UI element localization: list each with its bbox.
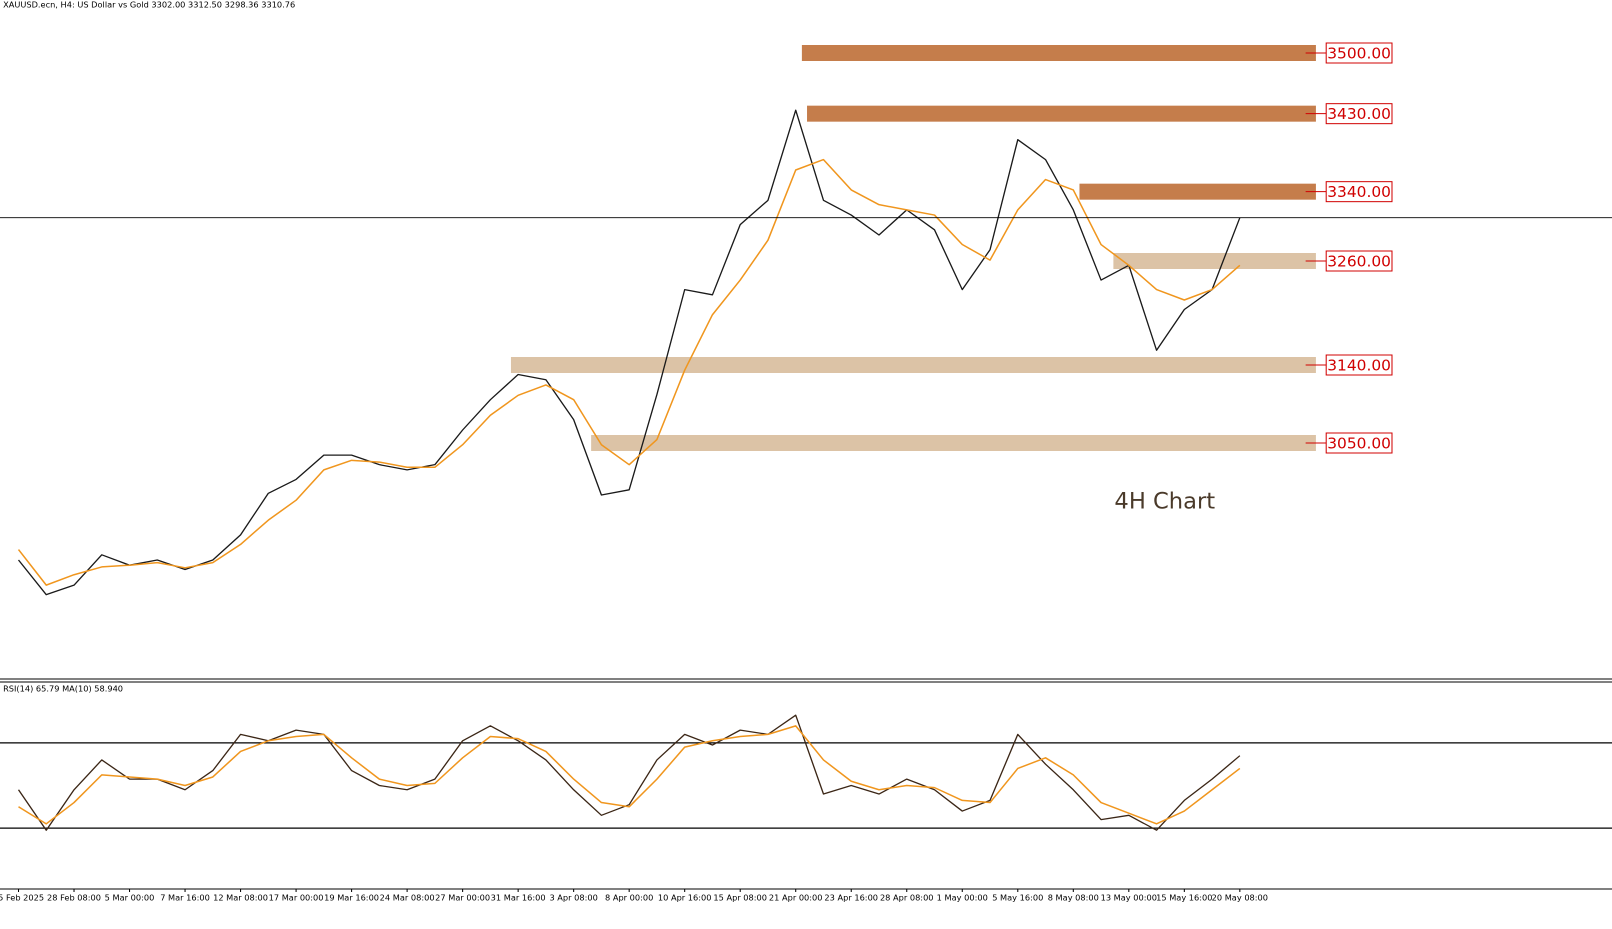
x-tick-label: 8 May 08:00 bbox=[1048, 893, 1099, 903]
x-tick-label: 24 Mar 08:00 bbox=[380, 893, 435, 903]
x-tick-label: 1 May 00:00 bbox=[937, 893, 988, 903]
x-tick-label: 20 May 08:00 bbox=[1212, 893, 1268, 903]
x-tick-label: 3 Apr 08:00 bbox=[549, 893, 597, 903]
level-zone bbox=[591, 435, 1316, 451]
x-tick-label: 7 Mar 16:00 bbox=[160, 893, 210, 903]
level-label-box bbox=[1325, 250, 1393, 272]
chart-title: XAUUSD.ecn, H4: US Dollar vs Gold 3302.0… bbox=[3, 0, 295, 9]
level-label: 3500.00 bbox=[1327, 45, 1391, 63]
level-label-box bbox=[1325, 181, 1393, 203]
x-tick-label: 31 Mar 16:00 bbox=[491, 893, 546, 903]
level-zone bbox=[801, 45, 1316, 61]
x-tick-label: 28 Apr 08:00 bbox=[880, 893, 934, 903]
x-tick-label: 23 Apr 16:00 bbox=[824, 893, 878, 903]
series-line bbox=[17, 714, 1241, 831]
x-tick-label: 25 Feb 2025 bbox=[0, 893, 44, 903]
x-tick-label: 5 Mar 00:00 bbox=[105, 893, 155, 903]
level-label: 3430.00 bbox=[1327, 105, 1391, 123]
series-line bbox=[18, 725, 1241, 825]
x-tick-label: 10 Apr 16:00 bbox=[658, 893, 712, 903]
x-tick-label: 8 Apr 00:00 bbox=[605, 893, 653, 903]
level-zone bbox=[510, 357, 1316, 373]
level-label: 3260.00 bbox=[1327, 253, 1391, 271]
series-line bbox=[17, 109, 1241, 596]
indicator-title: RSI(14) 65.79 MA(10) 58.940 bbox=[3, 684, 123, 694]
level-label-box bbox=[1325, 432, 1393, 454]
x-tick-label: 15 Apr 08:00 bbox=[713, 893, 767, 903]
x-tick-label: 17 Mar 00:00 bbox=[269, 893, 324, 903]
series-line bbox=[17, 158, 1241, 586]
level-label: 3050.00 bbox=[1327, 435, 1391, 453]
x-tick-label: 5 May 16:00 bbox=[992, 893, 1043, 903]
x-tick-label: 27 Mar 00:00 bbox=[435, 893, 490, 903]
annotation: 4H Chart bbox=[1114, 489, 1215, 515]
level-label: 3140.00 bbox=[1327, 357, 1391, 375]
level-zone bbox=[807, 105, 1316, 122]
x-tick-label: 28 Feb 08:00 bbox=[47, 893, 101, 903]
level-zone bbox=[1079, 183, 1316, 200]
level-zone bbox=[1113, 253, 1316, 269]
x-tick-label: 13 May 00:00 bbox=[1101, 893, 1157, 903]
x-tick-label: 15 May 16:00 bbox=[1156, 893, 1212, 903]
level-label: 3340.00 bbox=[1327, 183, 1391, 201]
x-tick-label: 21 Apr 00:00 bbox=[769, 893, 823, 903]
level-label-box bbox=[1325, 103, 1393, 125]
x-tick-label: 12 Mar 08:00 bbox=[213, 893, 268, 903]
level-label-box bbox=[1325, 354, 1393, 376]
level-label-box bbox=[1325, 42, 1393, 64]
x-tick-label: 19 Mar 16:00 bbox=[324, 893, 379, 903]
